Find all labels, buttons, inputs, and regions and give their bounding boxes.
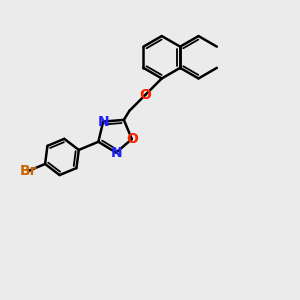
Text: O: O: [126, 132, 138, 146]
Text: N: N: [98, 115, 109, 129]
Text: O: O: [140, 88, 152, 102]
Text: Br: Br: [20, 164, 37, 178]
Text: N: N: [110, 146, 122, 160]
